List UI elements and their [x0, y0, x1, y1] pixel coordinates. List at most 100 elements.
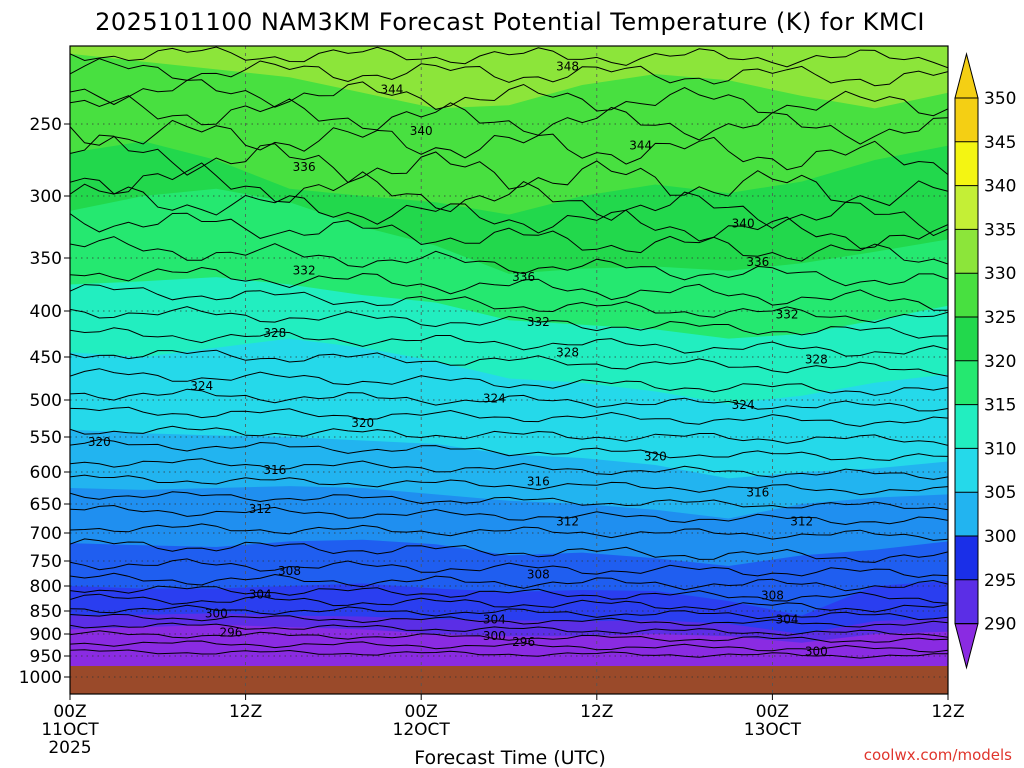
y-tick-label: 950 [30, 647, 62, 667]
contour-line-17 [70, 406, 948, 427]
contour-label: 312 [556, 514, 579, 528]
x-tick-label: 12Z [931, 702, 964, 722]
colorbar-label: 320 [984, 352, 1016, 372]
contour-label: 324 [732, 398, 755, 412]
colorbar-segment [955, 492, 978, 536]
contour-label: 336 [293, 160, 316, 174]
contour-line-23 [70, 504, 948, 526]
contour-label: 308 [761, 589, 784, 603]
x-tick-label: 00Z [53, 702, 86, 722]
color-bands [70, 46, 948, 694]
contour-line-19 [70, 438, 948, 461]
ground-fill [70, 666, 948, 694]
colorbar-label: 315 [984, 396, 1016, 416]
contour-line-33 [70, 630, 948, 643]
contour-line-21 [70, 474, 948, 496]
x-tick-label: 12Z [229, 702, 262, 722]
y-tick-label: 700 [30, 524, 62, 544]
plot-frame [69, 45, 949, 695]
y-tick-label: 750 [30, 552, 62, 572]
contour-label: 324 [190, 379, 213, 393]
colorbar-segment [955, 229, 978, 274]
colorbar-label: 345 [984, 133, 1016, 153]
y-tick-label: 800 [30, 577, 62, 597]
y-tick-label: 450 [30, 348, 62, 368]
plot-area: 348 344 344 340 340 336 336 336 332 332 332 328 328 3… [70, 46, 948, 694]
contour-line-27 [70, 572, 948, 592]
contour-label: 304 [776, 612, 799, 626]
contour-line-30 [70, 604, 948, 621]
colorbar-label: 295 [984, 571, 1016, 591]
contour-label: 328 [263, 326, 286, 340]
x-axis-label: Forecast Time (UTC) [414, 747, 605, 768]
contour-line-29 [70, 593, 948, 613]
contour-label: 332 [776, 308, 799, 322]
colorbar-segment [955, 536, 978, 580]
contour-line-2 [70, 79, 948, 117]
band-340 [70, 46, 948, 215]
colorbar-segment [955, 317, 978, 361]
contour-line-12 [70, 306, 948, 339]
y-tick-label: 600 [30, 463, 62, 483]
colorbar-segment [955, 404, 978, 449]
colorbar: 350 345 340 335 330 325 320 315 310 305 300 295 290 [954, 52, 1016, 670]
contour-label: 340 [410, 124, 433, 138]
contour-label: 328 [556, 345, 579, 359]
contour-line-7 [70, 183, 948, 250]
colorbar-label: 300 [984, 527, 1016, 547]
contour-line-10 [70, 266, 948, 311]
contour-label: 324 [483, 391, 506, 405]
contour-line-16 [70, 388, 948, 412]
contour-line-22 [70, 491, 948, 511]
colorbar-label: 305 [984, 483, 1016, 503]
contour-label: 316 [746, 485, 769, 499]
y-tick-label: 300 [30, 187, 62, 207]
y-tick-label: 900 [30, 625, 62, 645]
y-tick-label: 1000 [19, 668, 62, 688]
colorbar-segment [955, 141, 978, 186]
contour-label: 316 [263, 463, 286, 477]
y-tick-label: 650 [30, 495, 62, 515]
ground-layer [70, 666, 948, 694]
contour-line-9 [70, 236, 948, 287]
contour-label: 320 [351, 416, 374, 430]
y-axis: 250 300 350 400 450 500 550 600 650 700 750 800 850 9… [19, 115, 70, 688]
y-tick-label: 850 [30, 602, 62, 622]
colorbar-bottom-arrow [954, 623, 979, 670]
colorbar-segment [955, 448, 978, 493]
contour-line-13 [70, 327, 948, 357]
contour-label: 304 [483, 612, 506, 626]
contour-line-32 [70, 622, 948, 638]
colorbar-label: 290 [984, 615, 1016, 635]
contour-label: 332 [527, 315, 550, 329]
contour-line-4 [70, 119, 948, 175]
x-tick-label: 11OCT [41, 720, 99, 740]
contour-line-8 [70, 212, 948, 265]
contour-line-15 [70, 368, 948, 396]
contour-label: 304 [249, 588, 272, 602]
contour-label: 344 [380, 83, 403, 97]
contour-label: 332 [293, 264, 316, 278]
contour-label: 296 [512, 635, 535, 649]
colorbar-segment [955, 579, 978, 624]
contour-line-35 [70, 649, 948, 659]
colorbar-segment [955, 98, 978, 142]
contour-label: 300 [205, 606, 228, 620]
colorbar-segment [955, 360, 978, 405]
colorbar-label: 310 [984, 439, 1016, 459]
contour-label: 296 [220, 626, 243, 640]
contour-line-31 [70, 613, 948, 628]
contour-label: 312 [790, 514, 813, 528]
colorbar-label: 350 [984, 89, 1016, 109]
contour-line-3 [70, 95, 948, 145]
contour-label: 336 [512, 270, 535, 284]
colorbar-label: 340 [984, 177, 1016, 197]
colorbar-label: 325 [984, 308, 1016, 328]
x-tick-label: 12Z [580, 702, 613, 722]
contour-line-1 [70, 58, 948, 87]
colorbar-label: 330 [984, 264, 1016, 284]
contour-line-11 [70, 284, 948, 324]
colorbar-top-arrow [954, 52, 979, 99]
contour-line-28 [70, 585, 948, 604]
contour-line-5 [70, 134, 948, 207]
